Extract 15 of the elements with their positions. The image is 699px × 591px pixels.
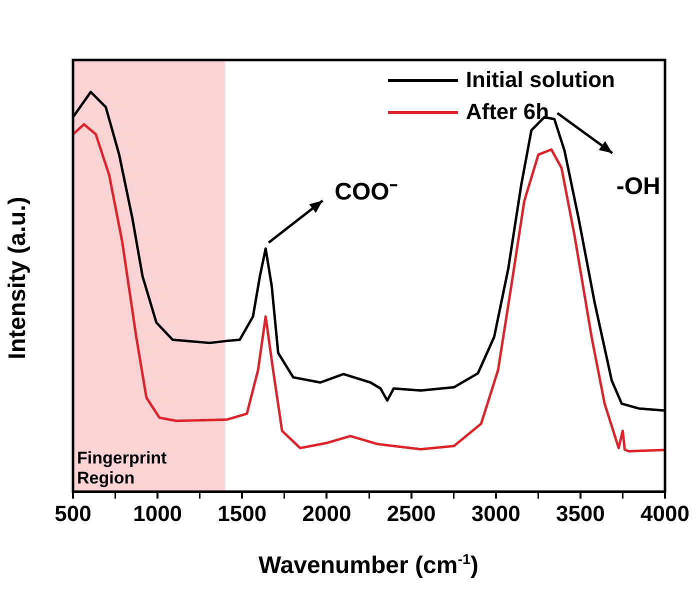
annotation: -OH xyxy=(616,172,660,200)
legend-label: After 6h xyxy=(466,99,550,125)
x-tick-label: 3500 xyxy=(556,500,605,526)
x-tick-label: 500 xyxy=(54,500,92,526)
x-tick-label: 4000 xyxy=(640,500,690,526)
y-axis-title: Intensity (a.u.) xyxy=(4,196,32,362)
band-label: Fingerprint Region xyxy=(77,448,168,488)
x-tick-label: 2000 xyxy=(302,500,352,526)
x-tick-label: 3000 xyxy=(471,500,520,526)
x-axis-title: Wavenumber (cm$^{-1}$) xyxy=(258,552,480,580)
x-tick-label: 1500 xyxy=(218,500,267,526)
x-tick-label: 2500 xyxy=(386,500,436,526)
annotation: COO⁻ xyxy=(334,178,398,206)
x-tick-label: 1000 xyxy=(133,500,182,526)
legend-label: Initial solution xyxy=(466,67,615,93)
